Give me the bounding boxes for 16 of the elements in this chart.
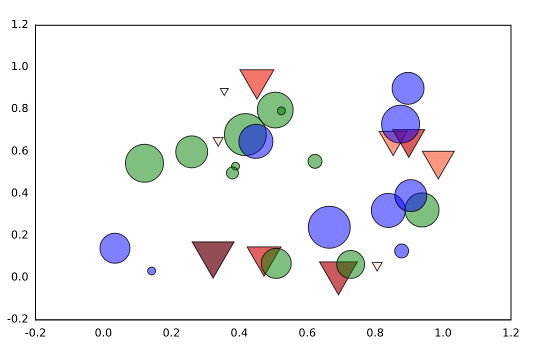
y-tick-label: 0.0 xyxy=(10,270,28,284)
x-tick-label: 0.6 xyxy=(298,326,316,340)
x-tick-label: 1.2 xyxy=(502,326,520,340)
y-tick-label: 0.6 xyxy=(10,144,28,158)
y-tick-label: 1.0 xyxy=(10,60,28,74)
y-tick-label: 0.4 xyxy=(10,186,28,200)
y-tick-label: 1.2 xyxy=(10,18,28,32)
x-tick-label: -0.2 xyxy=(24,326,46,340)
x-tick-label: 0.8 xyxy=(366,326,384,340)
x-tick-label: 1.0 xyxy=(434,326,452,340)
x-tick-label: 0.0 xyxy=(94,326,112,340)
y-tick-label: 0.2 xyxy=(10,228,28,242)
y-tick-label: -0.2 xyxy=(6,312,28,326)
x-tick-label: 0.2 xyxy=(162,326,180,340)
x-tick-label: 0.4 xyxy=(230,326,248,340)
y-tick-label: 0.8 xyxy=(10,102,28,116)
